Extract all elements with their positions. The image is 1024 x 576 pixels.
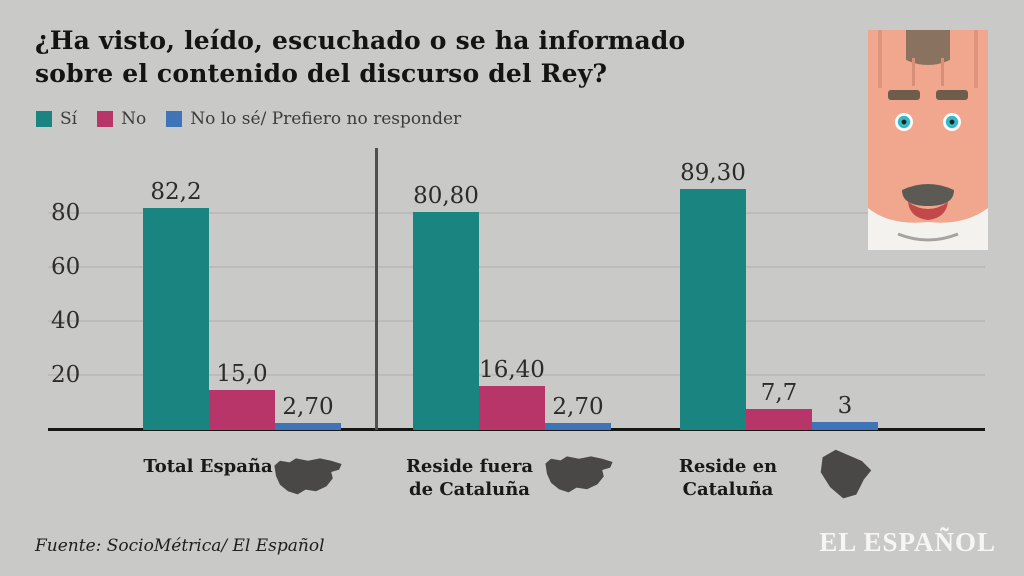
bar: [413, 211, 479, 430]
legend-item-no: No: [97, 109, 146, 129]
legend-swatch-si-icon: [36, 111, 52, 127]
catalonia-map-icon: [820, 449, 872, 499]
bar-value-label: 15,0: [216, 360, 268, 387]
gridline: [48, 320, 985, 322]
upside-down-king-illustration: [868, 30, 988, 250]
el-espanol-logo: EL ESPAÑOL: [819, 527, 996, 557]
gridline: [48, 212, 985, 214]
legend-swatch-nsnc-icon: [166, 111, 183, 127]
bar: [275, 422, 341, 430]
bar-value-label: 3: [837, 392, 853, 419]
legend-item-nsnc: No lo sé/ Prefiero no responder: [166, 109, 461, 129]
gridline: [48, 374, 985, 376]
bar-value-label: 82,2: [150, 179, 202, 206]
category-label-total-espana: Total España: [143, 456, 273, 477]
bar-si-total: 82,2: [143, 179, 209, 430]
bar-si-fuera: 80,80: [413, 183, 479, 430]
bar: [479, 385, 545, 430]
bar-value-label: 16,40: [479, 356, 545, 383]
y-tick-label: 40: [51, 308, 81, 334]
legend-label-no: No: [121, 109, 147, 129]
bar-value-label: 7,7: [760, 380, 798, 407]
group-divider-line: [375, 148, 378, 430]
spain-outside-catalonia-map-icon: [545, 456, 613, 493]
gridline: [48, 266, 985, 268]
plot-area: 20 40 60 80: [48, 140, 985, 431]
bar: [812, 421, 878, 430]
chart-title-line2: sobre el contenido del discurso del Rey?: [35, 59, 608, 88]
legend-label-nsnc: No lo sé/ Prefiero no responder: [190, 109, 462, 129]
y-tick-label: 80: [51, 200, 81, 226]
y-tick-label: 20: [51, 362, 81, 388]
category-label-fuera-cataluna: Reside fuera de Cataluña: [405, 456, 534, 501]
bar: [545, 422, 611, 430]
bar: [209, 389, 275, 430]
bar-value-label: 2,70: [282, 393, 334, 420]
legend-label-si: Sí: [60, 109, 78, 129]
spain-map-icon: [274, 458, 342, 495]
category-label-en-cataluna: Reside en Cataluña: [678, 456, 778, 501]
bar-no-total: 15,0: [209, 360, 275, 430]
bar-si-cataluna: 89,30: [680, 160, 746, 430]
legend: Sí No No lo sé/ Prefiero no responder: [36, 109, 461, 129]
bar-no-cataluna: 7,7: [746, 380, 812, 430]
bar-value-label: 80,80: [413, 182, 479, 209]
bar: [143, 208, 209, 430]
source-credit: Fuente: SocioMétrica/ El Español: [35, 536, 325, 556]
bar-value-label: 89,30: [680, 159, 746, 186]
bar-group-fuera-cataluna: 80,80 16,40 2,70: [413, 150, 611, 430]
bar: [680, 188, 746, 430]
legend-item-si: Sí: [36, 109, 77, 129]
bar-nsnc-total: 2,70: [275, 394, 341, 430]
bar: [746, 409, 812, 430]
y-tick-label: 60: [51, 254, 81, 280]
chart-title: ¿Ha visto, leído, escuchado o se ha info…: [35, 24, 685, 90]
bar-group-total-espana: 82,2 15,0 2,70: [143, 150, 341, 430]
bar-group-en-cataluna: 89,30 7,7 3: [680, 150, 878, 430]
bar-no-fuera: 16,40: [479, 357, 545, 430]
bar-nsnc-fuera: 2,70: [545, 394, 611, 430]
chart-title-line1: ¿Ha visto, leído, escuchado o se ha info…: [35, 26, 686, 55]
legend-swatch-no-icon: [97, 111, 114, 127]
bar-nsnc-cataluna: 3: [812, 393, 878, 430]
bar-value-label: 2,70: [552, 393, 604, 420]
